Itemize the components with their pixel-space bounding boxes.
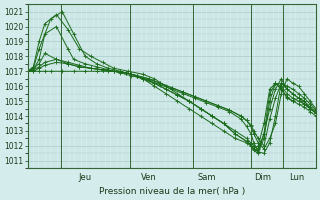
Text: Dim: Dim [254,173,271,182]
Text: Jeu: Jeu [79,173,92,182]
Text: Lun: Lun [290,173,305,182]
Text: Ven: Ven [141,173,156,182]
Text: Sam: Sam [197,173,216,182]
X-axis label: Pression niveau de la mer( hPa ): Pression niveau de la mer( hPa ) [99,187,245,196]
